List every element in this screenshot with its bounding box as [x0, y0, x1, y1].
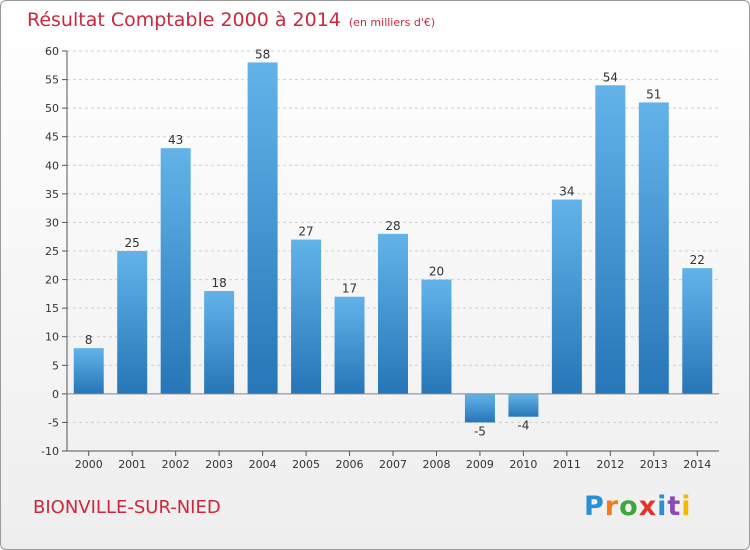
- logo-letter: o: [619, 491, 639, 522]
- bar-2008: [421, 279, 452, 394]
- y-tick-label: -5: [48, 416, 59, 429]
- bar-value-label: 20: [429, 265, 444, 279]
- y-tick-label: 0: [52, 388, 59, 401]
- bar-value-label: 43: [168, 133, 183, 147]
- x-tick-label: 2010: [509, 458, 537, 471]
- y-tick-label: 40: [45, 159, 59, 172]
- x-tick-label: 2000: [75, 458, 103, 471]
- y-tick-label: -10: [41, 445, 59, 458]
- bar-value-label: 17: [342, 282, 357, 296]
- y-tick-label: 15: [45, 302, 59, 315]
- y-tick-label: 25: [45, 245, 59, 258]
- bar-value-label: 51: [646, 87, 661, 101]
- x-tick-label: 2009: [466, 458, 494, 471]
- x-tick-label: 2003: [205, 458, 233, 471]
- x-tick-label: 2004: [249, 458, 277, 471]
- bar-2004: [247, 62, 278, 394]
- y-tick-label: 60: [45, 45, 59, 58]
- bar-layer: [73, 62, 713, 423]
- bar-value-label: 54: [603, 70, 618, 84]
- label-layer: 8 25 43 18 58 27 17 28 20 -5 -4 34 54 51 22: [85, 47, 705, 438]
- y-tick-label: 5: [52, 359, 59, 372]
- logo-letter: r: [604, 491, 620, 522]
- bar-2014: [682, 268, 713, 394]
- logo-letter: x: [638, 491, 658, 522]
- bar-value-label: 18: [211, 276, 226, 290]
- logo-letter: i: [657, 491, 668, 522]
- chart-title: Résultat Comptable 2000 à 2014 (en millie…: [27, 9, 435, 31]
- bar-value-label: 27: [298, 225, 313, 239]
- bar-2011: [551, 199, 582, 394]
- y-tick-label: 20: [45, 274, 59, 287]
- bar-2013: [638, 102, 669, 394]
- bar-value-label: 25: [125, 236, 140, 250]
- bar-2009: [464, 393, 495, 423]
- y-tick-label: 45: [45, 131, 59, 144]
- bar-value-label: 8: [85, 333, 93, 347]
- x-tick-label: 2007: [379, 458, 407, 471]
- axis-layer: -10 -5 0 5 10 15 20 25 30 35 40 45 50 55 60 2000 2001 200…: [41, 45, 719, 471]
- bar-value-label: -4: [517, 419, 529, 433]
- bar-value-label: 28: [385, 219, 400, 233]
- x-tick-label: 2012: [596, 458, 624, 471]
- commune-name: BIONVILLE-SUR-NIED: [33, 497, 221, 518]
- bar-value-label: 22: [690, 253, 705, 267]
- logo-letter: t: [667, 491, 682, 522]
- y-tick-label: 10: [45, 331, 59, 344]
- bar-2001: [117, 251, 148, 394]
- x-tick-label: 2011: [553, 458, 581, 471]
- bar-2006: [334, 296, 365, 394]
- y-tick-label: 55: [45, 74, 59, 87]
- x-tick-label: 2014: [683, 458, 711, 471]
- bar-2002: [160, 148, 191, 394]
- bar-2010: [508, 393, 539, 417]
- x-tick-label: 2008: [422, 458, 450, 471]
- x-tick-label: 2013: [640, 458, 668, 471]
- x-tick-label: 2005: [292, 458, 320, 471]
- y-tick-label: 35: [45, 188, 59, 201]
- bar-2012: [595, 85, 626, 394]
- bar-value-label: 34: [559, 185, 574, 199]
- y-tick-label: 30: [45, 216, 59, 229]
- bar-2003: [204, 291, 235, 394]
- bar-2007: [378, 233, 408, 394]
- chart-title-text: Résultat Comptable 2000 à 2014: [27, 9, 341, 31]
- x-tick-label: 2002: [162, 458, 190, 471]
- chart-subtitle: (en milliers d'€): [348, 16, 436, 29]
- bar-2005: [291, 239, 322, 394]
- proxiti-logo: Proxiti: [584, 491, 692, 522]
- bar-2000: [73, 348, 104, 394]
- logo-letter: i: [681, 491, 692, 522]
- logo-letter: P: [584, 491, 605, 522]
- x-tick-label: 2006: [336, 458, 364, 471]
- bar-value-label: -5: [474, 424, 486, 438]
- x-tick-label: 2001: [118, 458, 146, 471]
- y-tick-label: 50: [45, 102, 59, 115]
- bar-value-label: 58: [255, 47, 270, 61]
